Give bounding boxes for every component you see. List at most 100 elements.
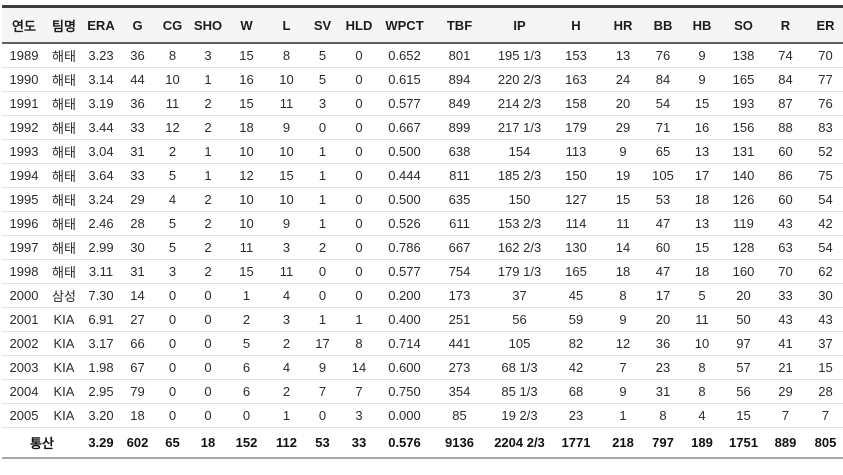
col-header-hld: HLD: [339, 6, 379, 44]
stat-cell-g: 14: [120, 283, 155, 308]
col-header-g: G: [120, 6, 155, 44]
col-header-ip: IP: [489, 6, 550, 44]
stat-cell-l: 1: [267, 403, 306, 428]
stat-cell-sv: 9: [306, 355, 339, 380]
stat-cell-era: 7.30: [82, 283, 120, 308]
stat-cell-hr: 9: [602, 379, 644, 404]
stat-cell-sho: 0: [190, 283, 226, 308]
stat-cell-wpct: 0.577: [379, 91, 430, 116]
stat-cell-h: 127: [550, 187, 602, 212]
stat-cell-cg: 4: [155, 187, 190, 212]
stat-cell-era: 2.95: [82, 379, 120, 404]
stat-cell-r: 87: [765, 91, 806, 116]
stat-cell-tbf: 801: [430, 43, 489, 68]
stat-cell-so: 165: [722, 67, 765, 92]
team-cell: 해태: [46, 235, 82, 260]
stat-cell-wpct: 0.652: [379, 43, 430, 68]
stat-cell-er: 7: [806, 403, 843, 428]
stats-row-2003: 2003 KIA 1.98 67 0 0 6 4 9 14 0.600 273 68 1/3 42 7 23 8…: [2, 355, 843, 380]
stat-cell-cg: 2: [155, 139, 190, 164]
stat-cell-g: 79: [120, 379, 155, 404]
stat-cell-hb: 9: [682, 67, 722, 92]
col-header-sho: SHO: [190, 6, 226, 44]
stat-cell-w: 2: [226, 307, 267, 332]
stat-cell-ip: 179 1/3: [489, 259, 550, 284]
stat-cell-hb: 18: [682, 259, 722, 284]
stat-cell-wpct: 0.577: [379, 259, 430, 284]
stat-cell-r: 70: [765, 259, 806, 284]
stat-cell-l: 10: [267, 187, 306, 212]
stats-row-1990: 1990 해태 3.14 44 10 1 16 10 5 0 0.615 894 220 2/3 163 2…: [2, 67, 843, 92]
stat-cell-bb: 23: [644, 355, 682, 380]
stat-cell-sho: 0: [190, 379, 226, 404]
stat-cell-sv: 17: [306, 331, 339, 356]
stat-cell-hb: 8: [682, 379, 722, 404]
stat-cell-sho: 2: [190, 187, 226, 212]
stat-cell-r: 84: [765, 67, 806, 92]
stat-cell-g: 36: [120, 91, 155, 116]
team-cell: KIA: [46, 331, 82, 356]
stat-cell-er: 15: [806, 355, 843, 380]
col-header-w: W: [226, 6, 267, 44]
stat-cell-w: 0: [226, 403, 267, 428]
total-stat-cell-ip: 2204 2/3: [489, 427, 550, 459]
stat-cell-hr: 15: [602, 187, 644, 212]
stat-cell-wpct: 0.444: [379, 163, 430, 188]
stat-cell-era: 2.99: [82, 235, 120, 260]
stat-cell-tbf: 894: [430, 67, 489, 92]
stat-cell-l: 8: [267, 43, 306, 68]
stat-cell-sv: 1: [306, 187, 339, 212]
stat-cell-l: 3: [267, 307, 306, 332]
stat-cell-er: 30: [806, 283, 843, 308]
stat-cell-hr: 8: [602, 283, 644, 308]
stat-cell-hld: 14: [339, 355, 379, 380]
stat-cell-sho: 0: [190, 355, 226, 380]
stat-cell-r: 63: [765, 235, 806, 260]
stat-cell-bb: 20: [644, 307, 682, 332]
stat-cell-sv: 1: [306, 139, 339, 164]
stat-cell-g: 31: [120, 259, 155, 284]
stat-cell-w: 15: [226, 259, 267, 284]
stat-cell-l: 10: [267, 139, 306, 164]
stat-cell-cg: 0: [155, 283, 190, 308]
stat-cell-sv: 1: [306, 211, 339, 236]
stat-cell-cg: 0: [155, 379, 190, 404]
stat-cell-hr: 13: [602, 43, 644, 68]
team-cell: 해태: [46, 163, 82, 188]
stats-row-1995: 1995 해태 3.24 29 4 2 10 10 1 0 0.500 635 150 127 15 53 18…: [2, 187, 843, 212]
stat-cell-r: 60: [765, 187, 806, 212]
stats-row-2000: 2000 삼성 7.30 14 0 0 1 4 0 0 0.200 173 37 45 8 17 5 20 33 30: [2, 283, 843, 308]
col-header-hr: HR: [602, 6, 644, 44]
year-cell: 1989: [2, 43, 46, 68]
stat-cell-hr: 19: [602, 163, 644, 188]
stat-cell-era: 3.11: [82, 259, 120, 284]
team-cell: 해태: [46, 43, 82, 68]
stat-cell-er: 37: [806, 331, 843, 356]
stat-cell-cg: 3: [155, 259, 190, 284]
stat-cell-l: 9: [267, 115, 306, 140]
stat-cell-hld: 3: [339, 403, 379, 428]
stat-cell-g: 30: [120, 235, 155, 260]
stat-cell-r: 41: [765, 331, 806, 356]
stat-cell-sho: 3: [190, 43, 226, 68]
stat-cell-wpct: 0.667: [379, 115, 430, 140]
stat-cell-h: 150: [550, 163, 602, 188]
stat-cell-wpct: 0.714: [379, 331, 430, 356]
stat-cell-r: 21: [765, 355, 806, 380]
stat-cell-wpct: 0.200: [379, 283, 430, 308]
stat-cell-bb: 105: [644, 163, 682, 188]
stat-cell-hr: 7: [602, 355, 644, 380]
stats-row-2001: 2001 KIA 6.91 27 0 0 2 3 1 1 0.400 251 56 59 9 20 11 50 43…: [2, 307, 843, 332]
stat-cell-tbf: 635: [430, 187, 489, 212]
stat-cell-so: 128: [722, 235, 765, 260]
stat-cell-bb: 53: [644, 187, 682, 212]
stat-cell-sv: 0: [306, 259, 339, 284]
stat-cell-er: 54: [806, 187, 843, 212]
stat-cell-era: 3.17: [82, 331, 120, 356]
stat-cell-sv: 3: [306, 91, 339, 116]
stat-cell-cg: 0: [155, 355, 190, 380]
col-header-er: ER: [806, 6, 843, 44]
stat-cell-sv: 0: [306, 403, 339, 428]
stat-cell-l: 2: [267, 331, 306, 356]
stat-cell-w: 10: [226, 187, 267, 212]
